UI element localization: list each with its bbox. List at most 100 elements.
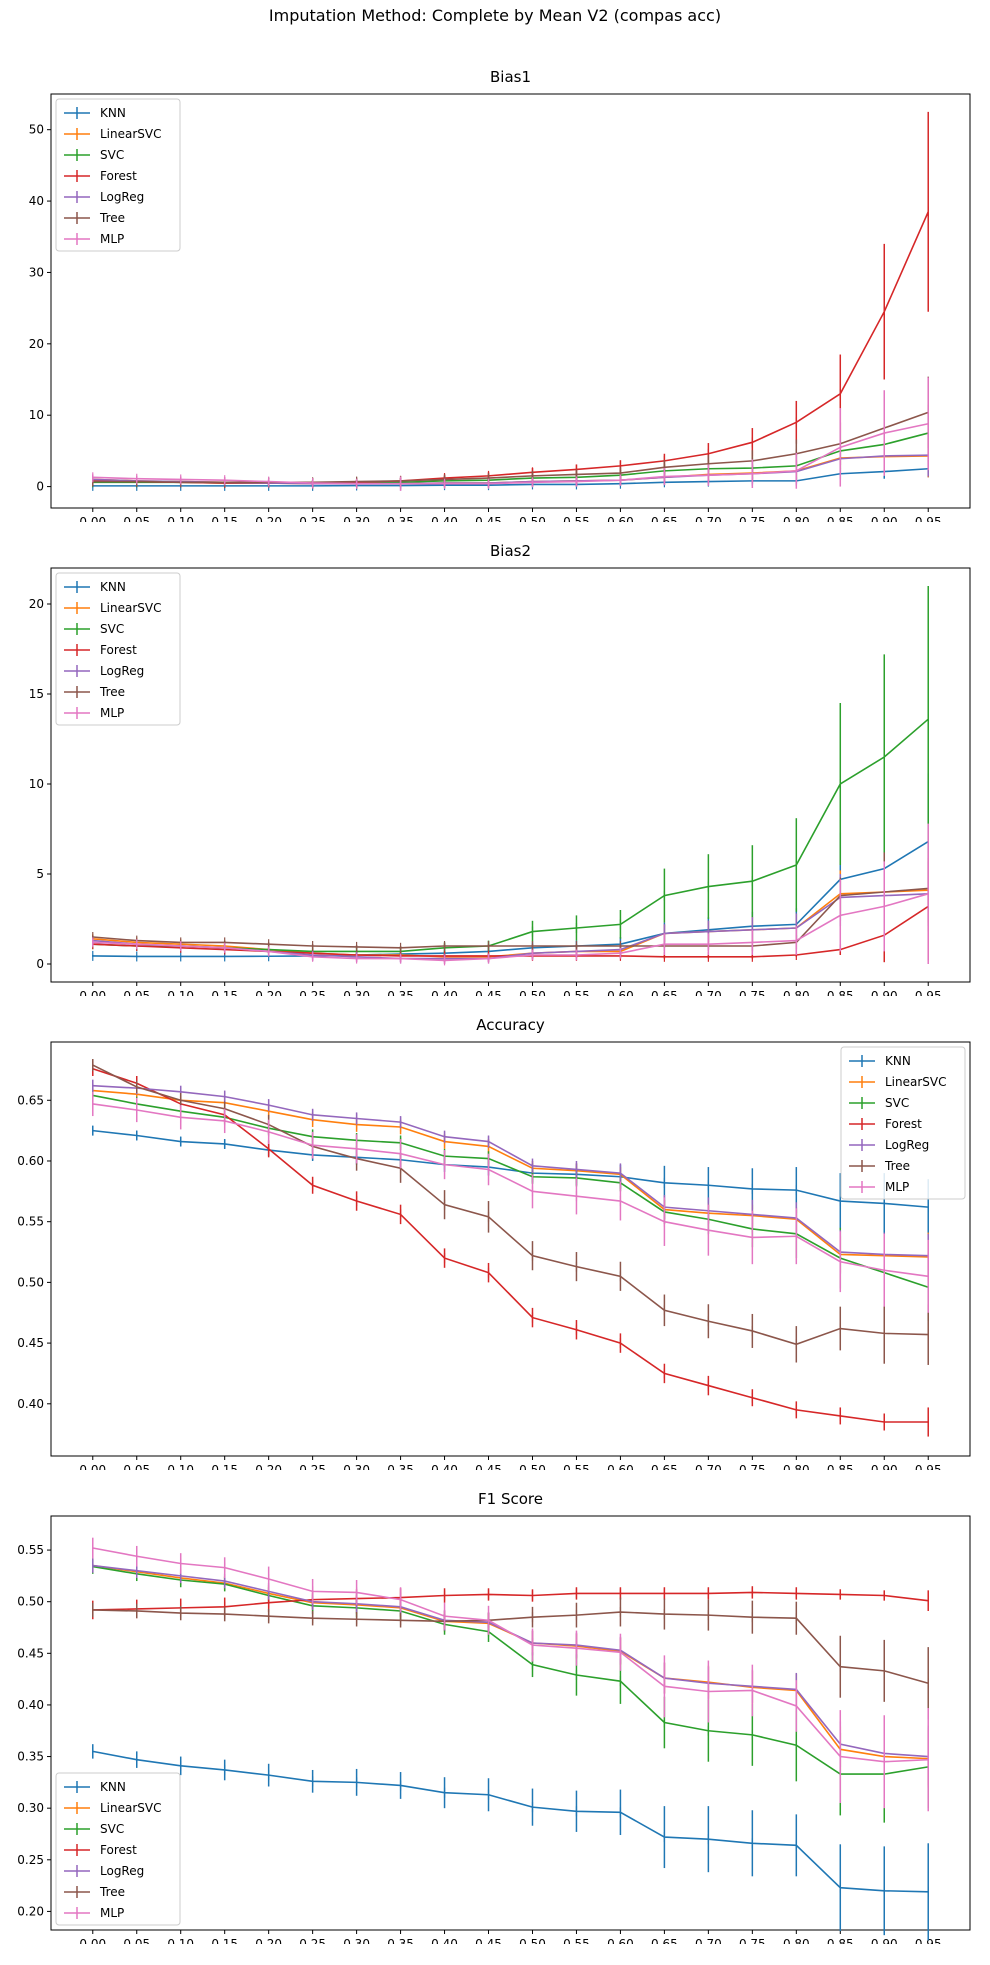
x-tick-label: 0.05 — [123, 1463, 150, 1470]
x-tick-label: 0.25 — [299, 1463, 326, 1470]
x-tick-label: 0.40 — [431, 1463, 458, 1470]
y-tick-label: 0.55 — [17, 1543, 44, 1557]
y-tick-label: 0 — [36, 480, 44, 494]
y-tick-label: 20 — [29, 337, 44, 351]
legend-label: MLP — [885, 1180, 909, 1194]
x-tick-label: 0.05 — [123, 515, 150, 522]
y-tick-label: 0.40 — [17, 1698, 44, 1712]
series-line-knn — [92, 467, 929, 487]
x-tick-label: 0.25 — [299, 1937, 326, 1944]
x-tick-label: 0.25 — [299, 515, 326, 522]
legend-label: MLP — [100, 232, 124, 246]
legend-item-mlp: MLP — [849, 1180, 909, 1194]
chart-title: Accuracy — [476, 1016, 545, 1034]
legend-label: MLP — [100, 706, 124, 720]
legend-label: KNN — [100, 1780, 126, 1794]
chart-title: Bias1 — [490, 68, 531, 86]
x-tick-label: 0.80 — [783, 515, 810, 522]
y-tick-label: 0.50 — [17, 1595, 44, 1609]
legend-item-linearsvc: LinearSVC — [849, 1075, 947, 1089]
x-tick-label: 0.60 — [607, 1937, 634, 1944]
series-line-knn — [92, 840, 929, 958]
y-tick-label: 40 — [29, 194, 44, 208]
series-tree — [92, 1058, 929, 1365]
legend-item-svc: SVC — [64, 622, 124, 636]
legend: KNN LinearSVC SVC Forest LogReg Tree MLP — [55, 1772, 181, 1926]
legend-item-logreg: LogReg — [64, 190, 144, 204]
x-tick-label: 0.45 — [475, 1463, 502, 1470]
legend-item-linearsvc: LinearSVC — [64, 601, 162, 615]
x-tick-label: 0.65 — [651, 1937, 678, 1944]
series-line-svc — [92, 1094, 929, 1289]
x-tick-label: 0.85 — [827, 515, 854, 522]
x-tick-label: 0.45 — [475, 1937, 502, 1944]
x-tick-label: 0.35 — [387, 1937, 414, 1944]
legend-label: SVC — [100, 622, 124, 636]
chart-accuracy: Accuracy 0.40 0.45 0.50 0.55 0.60 0.65 0.00 0.05… — [17, 1016, 971, 1470]
x-tick-label: 0.50 — [519, 1937, 546, 1944]
legend-item-tree: Tree — [64, 1885, 125, 1899]
x-tick-label: 0.80 — [783, 1937, 810, 1944]
legend-label: Tree — [884, 1159, 910, 1173]
x-tick-label: 0.40 — [431, 515, 458, 522]
series-mlp — [92, 377, 929, 491]
x-tick-label: 0.00 — [79, 1937, 106, 1944]
y-tick-label: 15 — [29, 687, 44, 701]
legend-item-mlp: MLP — [64, 232, 124, 246]
x-tick-label: 0.15 — [211, 1463, 238, 1470]
legend-label: SVC — [885, 1096, 909, 1110]
legend-label: Tree — [99, 685, 125, 699]
legend-label: KNN — [100, 580, 126, 594]
legend-label: Forest — [100, 643, 137, 657]
x-tick-label: 0.20 — [255, 1463, 282, 1470]
y-tick-label: 0.30 — [17, 1801, 44, 1815]
legend-label: KNN — [100, 106, 126, 120]
series-line-svc — [92, 432, 929, 484]
legend-box — [55, 572, 181, 726]
x-tick-label: 0.40 — [431, 989, 458, 996]
x-tick-label: 0.60 — [607, 515, 634, 522]
series-mlp — [92, 823, 929, 966]
x-tick-label: 0.95 — [915, 1937, 942, 1944]
legend-label: MLP — [100, 1906, 124, 1920]
x-tick-label: 0.05 — [123, 1937, 150, 1944]
x-tick-label: 0.35 — [387, 515, 414, 522]
series-svc — [92, 1088, 929, 1322]
legend-item-logreg: LogReg — [849, 1138, 929, 1152]
chart-f1-score: F1 Score 0.20 0.25 0.30 0.35 0.40 0.45 0.50 0.55… — [17, 1490, 971, 1944]
x-tick-label: 0.30 — [343, 989, 370, 996]
x-tick-label: 0.15 — [211, 515, 238, 522]
x-tick-label: 0.85 — [827, 989, 854, 996]
legend-item-mlp: MLP — [64, 1906, 124, 1920]
chart-bias1: Bias1 0 10 20 30 40 50 0.00 0.05 0.10 0.15 0.20 0.25… — [29, 68, 971, 522]
series-svc — [92, 404, 929, 489]
plot-frame — [50, 1041, 971, 1457]
legend-label: Forest — [885, 1117, 922, 1131]
y-tick-label: 0.40 — [17, 1397, 44, 1411]
series-line-forest — [92, 1591, 929, 1611]
legend-item-forest: Forest — [64, 643, 137, 657]
figure-title: Imputation Method: Complete by Mean V2 (… — [268, 6, 722, 25]
x-tick-label: 0.65 — [651, 989, 678, 996]
x-tick-label: 0.80 — [783, 989, 810, 996]
legend-label: KNN — [885, 1054, 911, 1068]
x-tick-label: 0.70 — [695, 515, 722, 522]
x-tick-label: 0.35 — [387, 989, 414, 996]
x-tick-label: 0.30 — [343, 1463, 370, 1470]
x-tick-label: 0.70 — [695, 989, 722, 996]
legend-item-knn: KNN — [64, 106, 126, 120]
x-tick-label: 0.00 — [79, 1463, 106, 1470]
x-tick-label: 0.60 — [607, 989, 634, 996]
legend-label: Forest — [100, 169, 137, 183]
legend-label: LinearSVC — [100, 127, 162, 141]
x-tick-label: 0.50 — [519, 515, 546, 522]
chart-title: Bias2 — [490, 542, 531, 560]
series-line-logreg — [92, 1084, 929, 1257]
legend-box — [55, 1772, 181, 1926]
legend-label: Tree — [99, 1885, 125, 1899]
y-tick-label: 0.60 — [17, 1154, 44, 1168]
x-tick-label: 0.55 — [563, 989, 590, 996]
series-line-tree — [92, 1609, 929, 1685]
plot-frame — [50, 567, 971, 983]
x-tick-label: 0.80 — [783, 1463, 810, 1470]
